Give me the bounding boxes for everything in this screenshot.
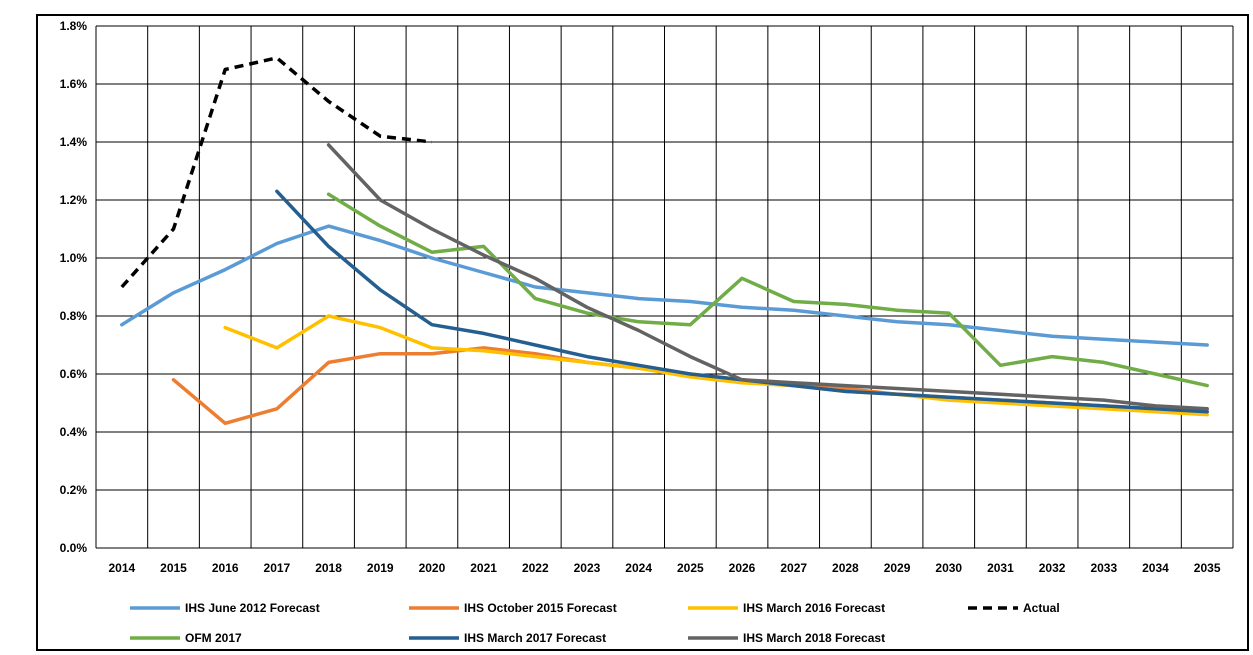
chart-frame: 0.0% 0.2% 0.4% 0.6% 0.8% 1.0% 1.2% 1.4% 1.6% 1.8%… — [36, 14, 1249, 651]
series-line-actual — [120, 56, 433, 289]
y-tick-label: 1.6% — [60, 77, 88, 91]
x-tick-label: 2027 — [780, 561, 807, 575]
legend-label: IHS October 2015 Forecast — [464, 601, 617, 615]
series-lines — [120, 56, 1209, 426]
series-line-ofm-2017 — [326, 192, 1209, 388]
y-tick-label: 0.6% — [60, 367, 88, 381]
x-tick-label: 2019 — [367, 561, 394, 575]
legend: IHS June 2012 Forecast IHS October 2015 F… — [130, 601, 1060, 645]
x-tick-label: 2030 — [935, 561, 962, 575]
x-tick-label: 2023 — [574, 561, 601, 575]
y-axis: 0.0% 0.2% 0.4% 0.6% 0.8% 1.0% 1.2% 1.4% 1.6% 1.8% — [60, 19, 88, 555]
x-tick-label: 2025 — [677, 561, 704, 575]
y-tick-label: 0.0% — [60, 541, 88, 555]
series-line-ihs-march-2016-forecast — [223, 314, 1209, 417]
x-tick-label: 2029 — [884, 561, 911, 575]
y-tick-label: 1.4% — [60, 135, 88, 149]
legend-label: Actual — [1023, 601, 1060, 615]
x-tick-label: 2024 — [625, 561, 652, 575]
grid-lines — [95, 25, 1234, 549]
x-tick-label: 2021 — [470, 561, 497, 575]
y-tick-label: 0.4% — [60, 425, 88, 439]
x-tick-label: 2026 — [729, 561, 756, 575]
x-tick-label: 2020 — [419, 561, 446, 575]
x-axis: 2014 2015 2016 2017 2018 2019 2020 2021 2022 2023… — [108, 561, 1220, 575]
series-line-ihs-october-2015-forecast — [171, 346, 1209, 426]
y-tick-label: 0.8% — [60, 309, 88, 323]
x-tick-label: 2034 — [1142, 561, 1169, 575]
y-tick-label: 0.2% — [60, 483, 88, 497]
legend-label: IHS March 2016 Forecast — [743, 601, 885, 615]
y-tick-label: 1.8% — [60, 19, 88, 33]
legend-label: IHS June 2012 Forecast — [185, 601, 320, 615]
y-tick-label: 1.2% — [60, 193, 88, 207]
x-tick-label: 2032 — [1039, 561, 1066, 575]
series-line-ihs-june-2012-forecast — [120, 224, 1209, 347]
x-tick-label: 2017 — [264, 561, 291, 575]
x-tick-label: 2031 — [987, 561, 1014, 575]
legend-label: IHS March 2017 Forecast — [464, 631, 606, 645]
x-tick-label: 2035 — [1194, 561, 1221, 575]
legend-label: IHS March 2018 Forecast — [743, 631, 885, 645]
x-tick-label: 2016 — [212, 561, 239, 575]
x-tick-label: 2014 — [108, 561, 135, 575]
x-tick-label: 2028 — [832, 561, 859, 575]
x-tick-label: 2022 — [522, 561, 549, 575]
legend-label: OFM 2017 — [185, 631, 242, 645]
x-tick-label: 2033 — [1090, 561, 1117, 575]
x-tick-label: 2018 — [315, 561, 342, 575]
series-line-ihs-march-2018-forecast — [326, 143, 1209, 411]
x-tick-label: 2015 — [160, 561, 187, 575]
y-tick-label: 1.0% — [60, 251, 88, 265]
line-chart: 0.0% 0.2% 0.4% 0.6% 0.8% 1.0% 1.2% 1.4% 1.6% 1.8%… — [60, 19, 1234, 645]
